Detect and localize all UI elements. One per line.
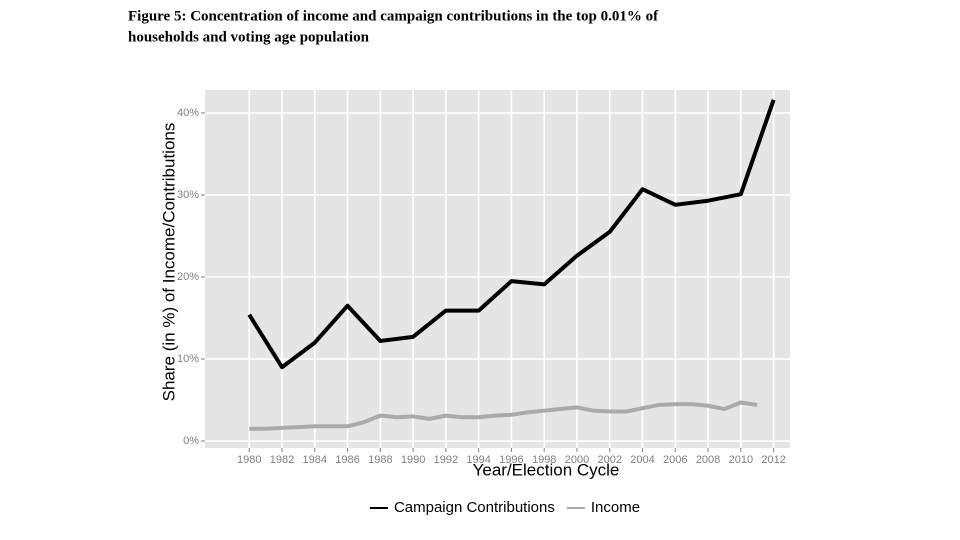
x-tick-label: 1992 (434, 454, 458, 466)
x-tick-label: 2008 (696, 454, 720, 466)
x-tick-label: 2004 (630, 454, 654, 466)
y-tick-label: 30% (177, 189, 199, 201)
series-line (247, 99, 776, 370)
y-tick-label: 40% (177, 107, 199, 119)
x-tick-label: 1982 (270, 454, 294, 466)
x-tick-label: 2012 (761, 454, 785, 466)
x-tick-label: 2010 (729, 454, 753, 466)
x-tick-label: 1994 (466, 454, 490, 466)
x-tick-label: 1988 (368, 454, 392, 466)
plot-panel (205, 90, 790, 448)
y-axis-label: Share (in %) of Income/Contributions (159, 123, 178, 402)
chart-title: households and voting age population (128, 29, 370, 45)
x-tick-label: 1996 (499, 454, 523, 466)
legend-label: Campaign Contributions (394, 499, 555, 516)
y-tick-label: 20% (177, 271, 199, 283)
x-tick-label: 2002 (598, 454, 622, 466)
x-tick-label: 1980 (237, 454, 261, 466)
y-tick-label: 0% (183, 435, 199, 447)
x-axis-label: Year/Election Cycle (473, 460, 620, 479)
x-tick-label: 1986 (335, 454, 359, 466)
chart-title: Figure 5: Concentration of income and ca… (128, 8, 659, 24)
series-line (249, 400, 758, 431)
x-tick-label: 2000 (565, 454, 589, 466)
x-tick-label: 1990 (401, 454, 425, 466)
x-tick-label: 2006 (663, 454, 687, 466)
y-tick-label: 10% (177, 353, 199, 365)
x-tick-label: 1998 (532, 454, 556, 466)
x-tick-label: 1984 (303, 454, 327, 466)
legend-label: Income (591, 499, 640, 516)
